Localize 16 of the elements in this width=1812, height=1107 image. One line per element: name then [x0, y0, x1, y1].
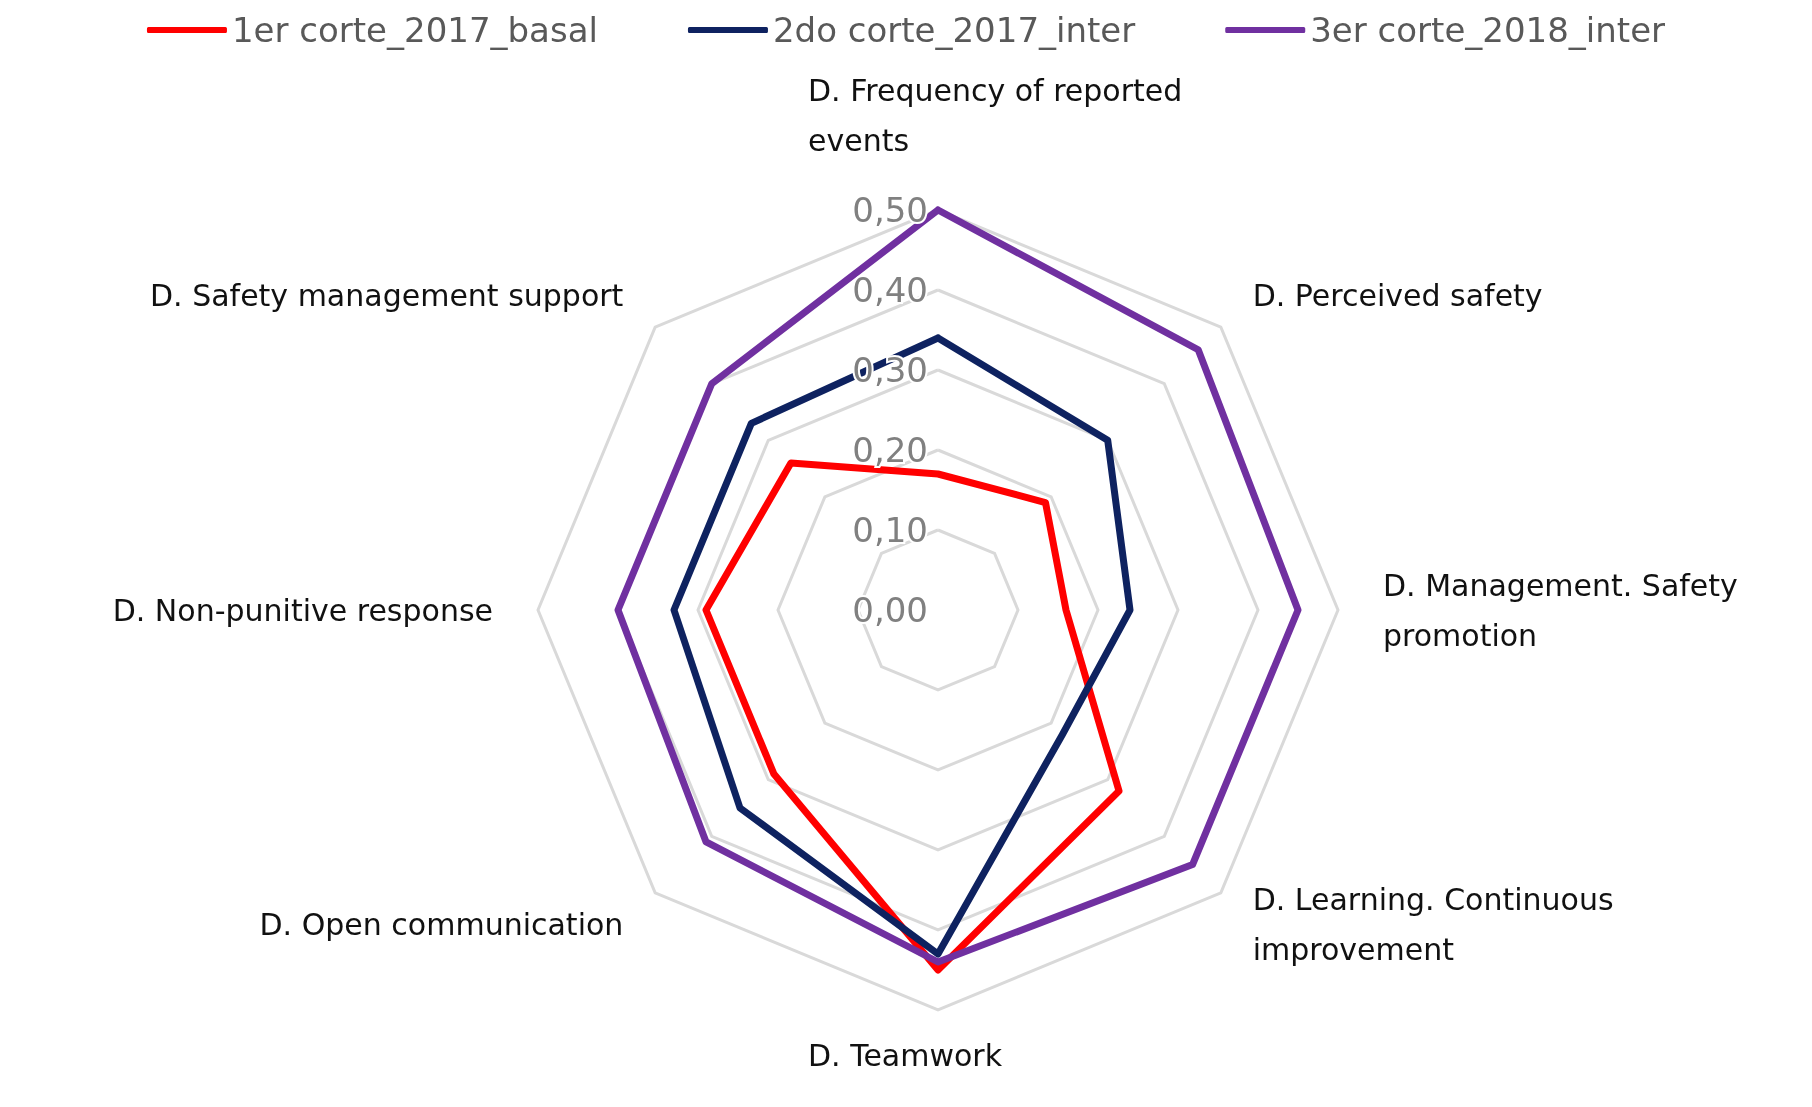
spoke-label: D. Frequency of reported events [808, 72, 1183, 158]
spoke-label: D. Perceived safety [1252, 277, 1543, 313]
spoke-label: D. Learning. Continuous improvement [1252, 882, 1614, 968]
y-tick-label: 0,20 [852, 430, 928, 470]
legend-label: 3er corte_2018_inter [1310, 10, 1666, 50]
y-tick-label: 0,50 [852, 190, 928, 230]
spoke-label: D. Open communication [259, 907, 624, 943]
spoke-label: D. Safety management support [149, 277, 624, 313]
y-tick-label: 0,10 [852, 510, 928, 550]
y-tick-label: 0,00 [852, 590, 928, 630]
legend-label: 1er corte_2017_basal [231, 10, 598, 50]
spoke-label: D. Management. Safety promotion [1383, 567, 1738, 653]
legend-label: 2do corte_2017_inter [772, 10, 1136, 50]
y-tick-label: 0,40 [852, 270, 928, 310]
spoke-label: D. Teamwork [808, 1037, 1003, 1073]
spoke-label: D. Non-punitive response [112, 592, 493, 628]
